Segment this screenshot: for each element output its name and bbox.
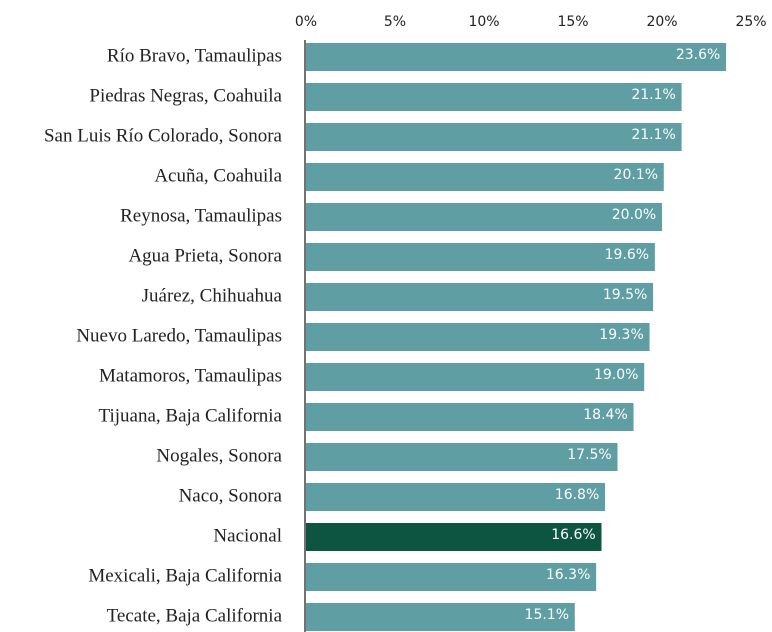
value-label: 17.5%	[567, 447, 611, 463]
bar	[306, 563, 597, 591]
bar	[306, 603, 575, 631]
bar	[306, 163, 664, 191]
bar	[306, 403, 634, 431]
value-label: 19.3%	[599, 327, 643, 343]
value-label: 19.6%	[605, 247, 649, 263]
category-label: Nacional	[213, 525, 282, 546]
category-label: Agua Prieta, Sonora	[128, 245, 282, 266]
category-label: Mexicali, Baja California	[88, 565, 282, 586]
x-tick-label: 0%	[295, 14, 317, 30]
value-label: 18.4%	[583, 407, 627, 423]
category-label: Tijuana, Baja California	[99, 405, 283, 426]
value-label: 19.0%	[594, 367, 638, 383]
category-label: Nuevo Laredo, Tamaulipas	[76, 325, 282, 346]
bar	[306, 283, 654, 311]
x-tick-label: 20%	[646, 14, 677, 30]
x-tick-label: 25%	[735, 14, 766, 30]
bar	[306, 323, 650, 351]
value-label: 15.1%	[525, 607, 569, 623]
value-label: 21.1%	[631, 127, 675, 143]
category-label: Matamoros, Tamaulipas	[99, 365, 282, 386]
bar	[306, 43, 727, 71]
value-label: 23.6%	[676, 47, 720, 63]
value-label: 20.1%	[614, 167, 658, 183]
value-label: 21.1%	[631, 87, 675, 103]
bar	[306, 123, 682, 151]
value-label: 19.5%	[603, 287, 647, 303]
value-label: 20.0%	[612, 207, 656, 223]
category-label: Juárez, Chihuahua	[142, 285, 283, 306]
bar	[306, 483, 606, 511]
bar	[306, 443, 618, 471]
category-label: Reynosa, Tamaulipas	[120, 205, 282, 226]
value-label: 16.8%	[555, 487, 599, 503]
category-label: Naco, Sonora	[179, 485, 283, 506]
x-tick-label: 5%	[384, 14, 406, 30]
bar	[306, 363, 645, 391]
category-label: Río Bravo, Tamaulipas	[107, 45, 282, 66]
bar	[306, 243, 655, 271]
category-label: Nogales, Sonora	[156, 445, 282, 466]
bar	[306, 83, 682, 111]
bar	[306, 203, 662, 231]
value-label: 16.6%	[551, 527, 595, 543]
x-tick-label: 10%	[468, 14, 499, 30]
bar	[306, 523, 602, 551]
category-label: Piedras Negras, Coahuila	[89, 85, 282, 106]
x-tick-label: 15%	[557, 14, 588, 30]
category-label: Tecate, Baja California	[107, 605, 283, 626]
category-label: Acuña, Coahuila	[154, 165, 282, 186]
value-label: 16.3%	[546, 567, 590, 583]
category-label: San Luis Río Colorado, Sonora	[44, 125, 283, 146]
